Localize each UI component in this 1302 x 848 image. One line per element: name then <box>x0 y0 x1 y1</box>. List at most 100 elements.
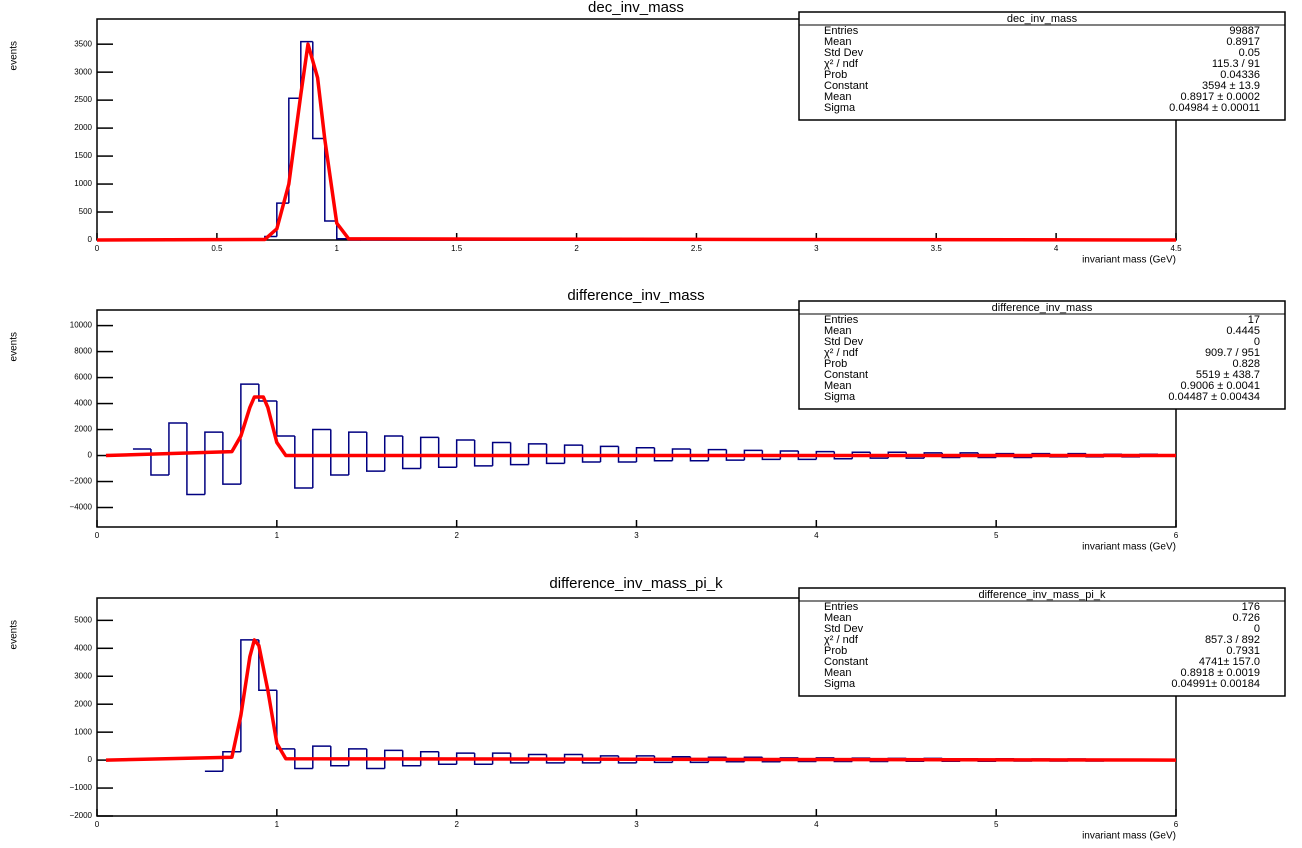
chart-title: difference_inv_mass_pi_k <box>549 575 723 592</box>
histogram-bin <box>437 437 457 468</box>
histogram-bin <box>545 754 565 764</box>
histogram-bin <box>581 754 601 764</box>
y-tick-label: 2000 <box>74 123 92 132</box>
y-tick-label: 10000 <box>70 321 93 330</box>
y-tick-label: 0 <box>88 235 93 244</box>
y-tick-label: 3500 <box>74 39 92 48</box>
x-tick-label: 2.5 <box>691 244 703 253</box>
x-tick-label: 2 <box>574 244 579 253</box>
y-tick-label: 0 <box>88 755 93 764</box>
y-tick-label: 3000 <box>74 67 92 76</box>
stats-value: 0.8917 ± 0.0002 <box>1181 91 1260 103</box>
stats-value: 4741± 157.0 <box>1199 656 1260 668</box>
histogram-bin <box>312 745 331 769</box>
histogram-bin <box>383 435 403 472</box>
chart-panel: difference_inv_mass−4000−200002000400060… <box>9 287 1286 553</box>
stats-box <box>798 300 1286 410</box>
histogram-bin <box>348 431 367 476</box>
histogram-bin <box>294 748 313 770</box>
chart-title: difference_inv_mass <box>567 287 704 304</box>
stats-value: 909.7 / 951 <box>1205 347 1260 359</box>
chart-title: dec_inv_mass <box>588 0 684 16</box>
stats-title: difference_inv_mass_pi_k <box>979 589 1106 601</box>
y-tick-label: 500 <box>79 207 93 216</box>
histogram-bin <box>312 41 325 140</box>
histogram-bin <box>276 690 295 750</box>
stats-label: Std Dev <box>824 336 864 348</box>
y-tick-label: 0 <box>88 451 93 460</box>
histogram-bin <box>366 748 385 770</box>
histogram-bin <box>222 750 241 772</box>
y-tick-label: 1000 <box>74 727 92 736</box>
stats-label: Prob <box>824 358 847 370</box>
stats-value: 0.828 <box>1232 358 1260 370</box>
x-tick-label: 4 <box>1054 244 1059 253</box>
histogram-bin <box>294 436 313 489</box>
stats-label: χ² / ndf <box>824 58 859 70</box>
histogram-bin <box>509 753 529 764</box>
stats-value: 176 <box>1242 601 1260 613</box>
x-tick-label: 3 <box>634 820 639 829</box>
histogram-bin <box>383 749 403 769</box>
histogram-bin <box>186 423 205 496</box>
histogram-bin <box>150 449 169 476</box>
y-tick-label: 6000 <box>74 373 92 382</box>
histogram-bin <box>336 221 349 240</box>
stats-label: Mean <box>824 612 852 624</box>
x-tick-label: 3 <box>814 244 819 253</box>
histogram-bin <box>168 422 187 476</box>
histogram-bin <box>437 751 457 766</box>
y-axis-title: events <box>9 620 20 649</box>
x-tick-label: 0 <box>95 531 100 540</box>
fit-curve <box>105 395 1176 458</box>
histogram-bin <box>366 432 385 472</box>
y-tick-label: 2000 <box>74 699 92 708</box>
stats-label: Mean <box>824 380 852 392</box>
x-tick-label: 4.5 <box>1170 244 1182 253</box>
histogram-bin <box>276 400 295 437</box>
stats-title: difference_inv_mass <box>992 302 1093 314</box>
stats-label: Prob <box>824 69 847 81</box>
stats-value: 0 <box>1254 336 1260 348</box>
histogram-bin <box>581 445 601 463</box>
y-tick-label: 2500 <box>74 95 92 104</box>
x-tick-label: 1 <box>275 820 280 829</box>
histogram-bin <box>324 138 337 222</box>
histogram-bin <box>258 384 277 402</box>
x-tick-label: 2 <box>454 531 459 540</box>
x-tick-label: 4 <box>814 531 819 540</box>
histogram-bin <box>509 442 529 466</box>
stats-label: Mean <box>824 325 852 337</box>
stats-label: Sigma <box>824 678 856 690</box>
y-tick-label: 8000 <box>74 347 92 356</box>
stats-label: Constant <box>824 369 868 381</box>
histogram-bin <box>300 40 313 99</box>
y-axis-title: events <box>9 332 20 361</box>
x-tick-label: 5 <box>994 531 999 540</box>
x-tick-label: 1 <box>275 531 280 540</box>
stats-value: 115.3 / 91 <box>1212 58 1260 70</box>
x-axis-title: invariant mass (GeV) <box>1082 542 1176 553</box>
stats-box <box>798 11 1286 121</box>
fit-curve <box>105 638 1177 762</box>
x-tick-label: 6 <box>1174 820 1179 829</box>
histogram-bin <box>473 439 493 467</box>
x-tick-label: 0 <box>95 820 100 829</box>
histogram-bin <box>725 449 745 461</box>
x-tick-label: 0 <box>95 244 100 253</box>
stats-value: 17 <box>1248 314 1260 326</box>
histogram-bin <box>419 750 439 766</box>
histogram-bin <box>258 639 277 691</box>
y-tick-label: 4000 <box>74 399 92 408</box>
x-tick-label: 1 <box>335 244 340 253</box>
x-tick-label: 3 <box>634 531 639 540</box>
histogram-bin <box>288 97 301 204</box>
y-tick-label: 2000 <box>74 425 92 434</box>
stats-label: Entries <box>824 314 859 326</box>
histogram-bin <box>401 750 421 767</box>
histogram-bin <box>491 441 511 466</box>
histogram-bin <box>204 431 223 495</box>
stats-label: χ² / ndf <box>824 634 859 646</box>
